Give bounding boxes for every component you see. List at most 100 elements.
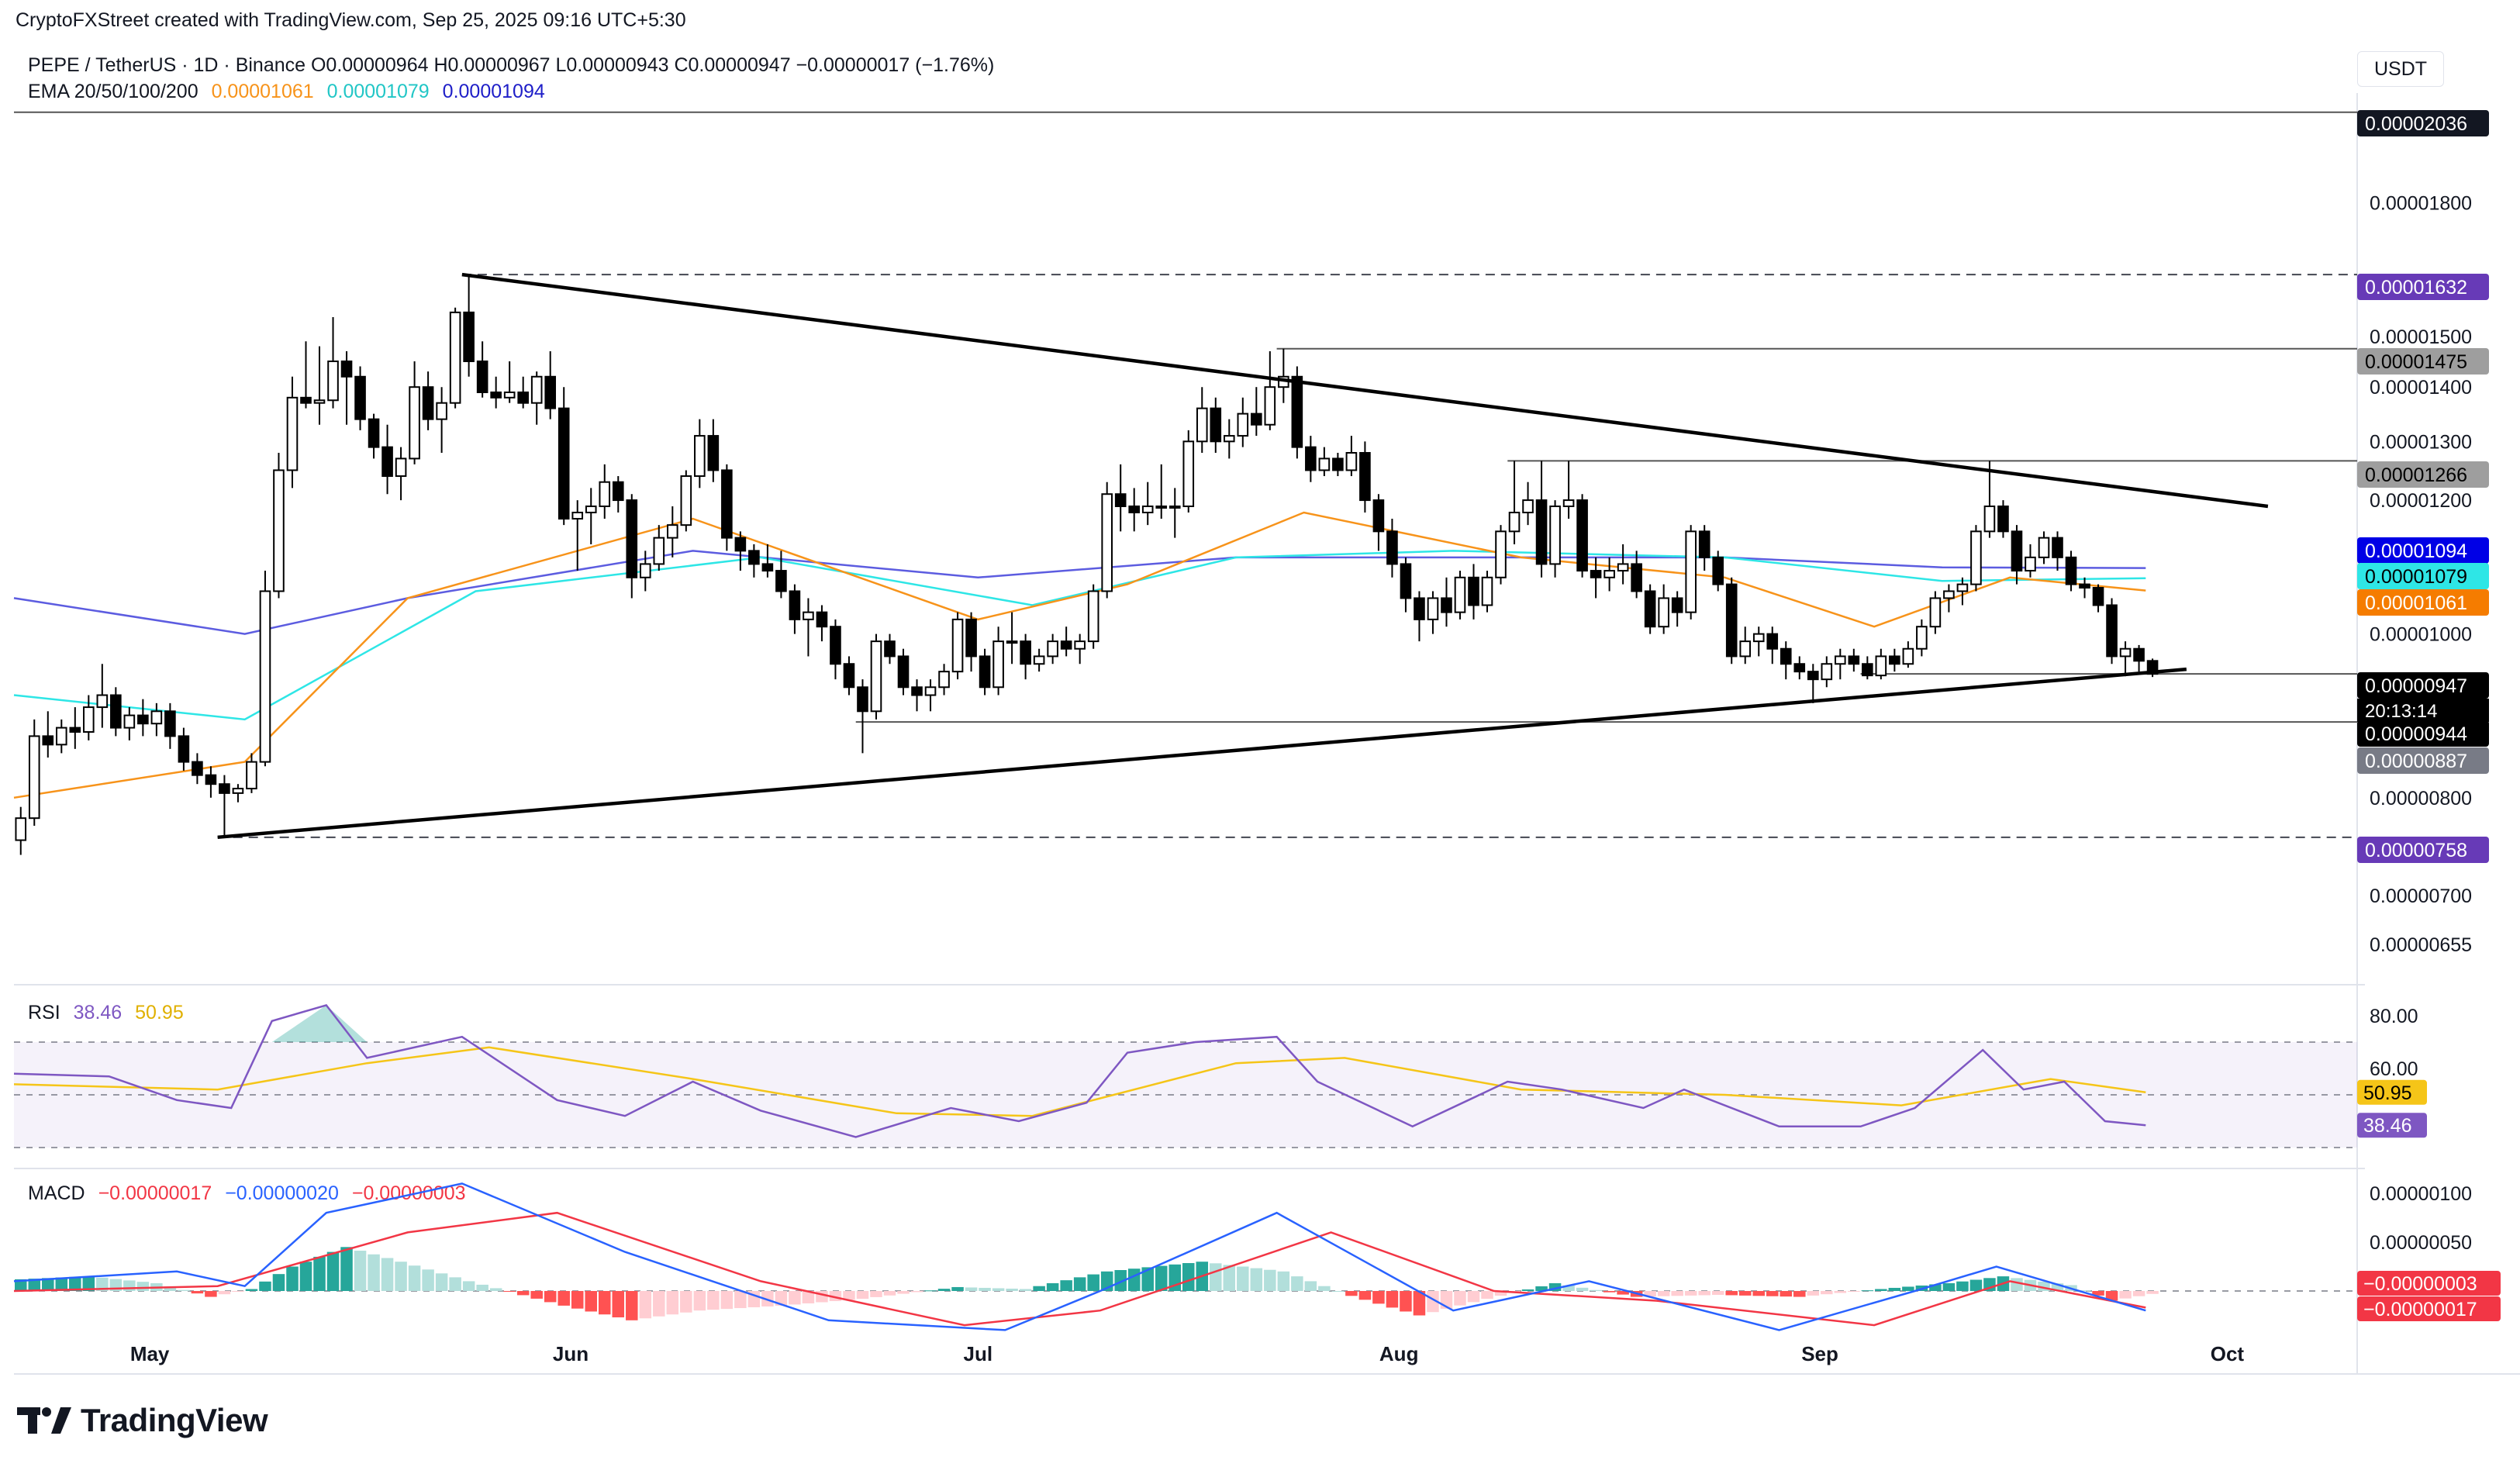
macd-histogram-bar xyxy=(1182,1263,1195,1291)
candle-up xyxy=(1074,640,1086,650)
macd-hist-value: −0.00000017 xyxy=(98,1182,212,1204)
macd-histogram-bar xyxy=(626,1291,638,1320)
price-tag xyxy=(2357,274,2489,300)
macd-histogram-bar xyxy=(1400,1291,1412,1312)
candle-down xyxy=(1468,576,1479,606)
candle-up xyxy=(286,396,299,471)
macd-histogram-bar xyxy=(870,1291,882,1297)
macd-histogram-bar xyxy=(1834,1291,1847,1293)
candle-down xyxy=(1305,446,1317,471)
macd-histogram-bar xyxy=(2092,1291,2104,1296)
tradingview-logo: TradingView xyxy=(17,1402,268,1439)
macd-histogram-bar xyxy=(15,1279,27,1291)
candle-down xyxy=(830,626,841,665)
macd-histogram-bar xyxy=(653,1291,665,1317)
macd-histogram-bar xyxy=(28,1279,41,1291)
macd-histogram-bar xyxy=(299,1262,312,1291)
candle-down xyxy=(1848,655,1860,665)
macd-histogram-bar xyxy=(2119,1291,2132,1299)
candle-up xyxy=(2025,556,2036,572)
macd-histogram-bar xyxy=(693,1291,706,1311)
macd-histogram-bar xyxy=(368,1254,380,1291)
countdown-label: 20:13:14 xyxy=(2365,701,2437,722)
currency-button[interactable]: USDT xyxy=(2357,51,2444,87)
candle-up xyxy=(1752,633,1765,643)
candle-down xyxy=(2106,604,2118,658)
candle-down xyxy=(368,418,380,448)
rsi-tag xyxy=(2357,1113,2427,1138)
price-tag xyxy=(2357,461,2489,488)
candle-down xyxy=(1725,583,1738,658)
chart-credit: CryptoFXStreet created with TradingView.… xyxy=(16,9,686,31)
macd-histogram-bar xyxy=(571,1291,584,1309)
macd-histogram-bar xyxy=(951,1286,964,1291)
candle-down xyxy=(748,550,760,565)
candle-up xyxy=(273,469,285,592)
price-tick-label: 0.00001000 xyxy=(2370,624,2472,646)
candle-down xyxy=(205,774,217,785)
trendline xyxy=(461,272,2269,509)
macd-histogram-bar xyxy=(2011,1278,2023,1291)
macd-histogram-bar xyxy=(1888,1287,1901,1291)
candle-down xyxy=(110,694,122,729)
macd-histogram-bar xyxy=(530,1291,543,1299)
candle-up xyxy=(1617,563,1629,572)
candle-down xyxy=(476,360,488,393)
macd-histogram-bar xyxy=(1576,1287,1589,1291)
candle-down xyxy=(2011,530,2023,572)
candle-down xyxy=(1400,563,1412,599)
candle-up xyxy=(449,311,461,404)
candle-up xyxy=(1916,626,1928,650)
candle-down xyxy=(1766,633,1779,650)
macd-line xyxy=(13,1182,2146,1331)
macd-histogram-bar xyxy=(395,1262,407,1291)
candle-up xyxy=(585,505,597,513)
candle-down xyxy=(1210,407,1222,443)
candle-down xyxy=(1712,556,1724,585)
macd-histogram-bar xyxy=(69,1276,81,1291)
candle-down xyxy=(1793,663,1806,673)
macd-histogram-bar xyxy=(191,1291,204,1294)
macd-histogram-bar xyxy=(1291,1276,1303,1291)
rsi-tick-label: 80.00 xyxy=(2370,1006,2418,1027)
price-tag xyxy=(2357,110,2489,136)
candle-down xyxy=(422,386,434,420)
price-tag-label: 0.00001475 xyxy=(2365,351,2467,373)
price-tick-label: 0.00001500 xyxy=(2370,326,2472,348)
macd-histogram-bar xyxy=(1929,1284,1942,1291)
candle-up xyxy=(694,435,706,478)
candle-up xyxy=(1875,655,1887,677)
macd-histogram-bar xyxy=(789,1291,801,1305)
macd-histogram-bar xyxy=(1223,1265,1236,1291)
price-tag-label: 0.00001266 xyxy=(2365,464,2467,486)
candle-down xyxy=(707,435,720,471)
macd-histogram-bar xyxy=(1467,1291,1480,1303)
macd-histogram-bar xyxy=(1033,1286,1045,1291)
candle-up xyxy=(2119,647,2132,658)
macd-histogram-bar xyxy=(1969,1279,1983,1291)
ema-legend: EMA 20/50/100/200 0.00001061 0.00001079 … xyxy=(28,81,553,103)
time-axis-label: Aug xyxy=(1379,1342,1419,1365)
candle-up xyxy=(503,391,516,399)
candle-down xyxy=(544,375,557,409)
macd-histogram-bar xyxy=(707,1291,720,1310)
price-tag xyxy=(2357,589,2489,616)
candle-up xyxy=(232,788,244,794)
macd-histogram-bar xyxy=(2146,1291,2159,1294)
time-axis-label: Jun xyxy=(553,1342,589,1365)
macd-histogram-bar xyxy=(802,1291,815,1303)
rsi-tag-label: 38.46 xyxy=(2363,1115,2412,1137)
macd-histogram-bar xyxy=(2051,1283,2064,1291)
macd-histogram-bar xyxy=(2132,1291,2145,1296)
candle-down xyxy=(558,407,570,520)
rsi-tick-label: 60.00 xyxy=(2370,1058,2418,1080)
macd-histogram-bar xyxy=(354,1251,367,1291)
candle-up xyxy=(599,481,611,507)
macd-histogram-bar xyxy=(245,1289,258,1291)
candle-up xyxy=(1155,505,1168,509)
macd-histogram-bar xyxy=(1155,1265,1168,1291)
price-tick-label: 0.00000800 xyxy=(2370,788,2472,809)
rsi-tag xyxy=(2357,1079,2427,1105)
trendline xyxy=(217,667,2187,840)
